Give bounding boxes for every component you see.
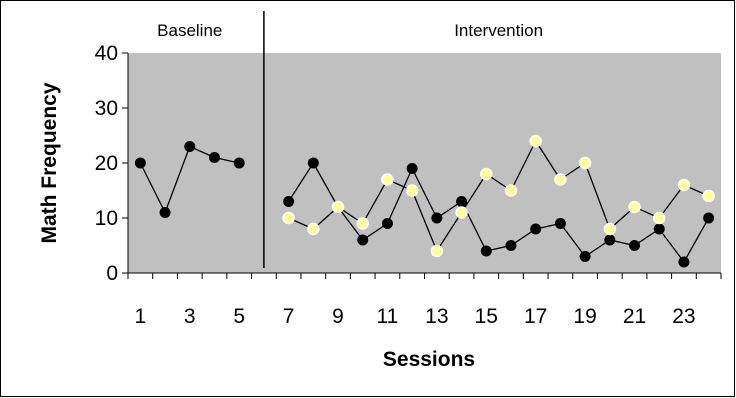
series-black-point <box>406 163 418 174</box>
y-axis-title: Math Frequency <box>38 82 61 243</box>
series-black-point <box>159 207 171 218</box>
series-black-point <box>505 240 517 251</box>
series-yellow-point <box>702 189 715 203</box>
phase-label: Intervention <box>454 21 543 40</box>
series-yellow-point <box>504 184 518 197</box>
y-tick-label: 30 <box>95 97 118 120</box>
series-black-point <box>480 245 492 257</box>
series-yellow-point <box>652 211 666 225</box>
series-yellow-point <box>529 134 542 148</box>
x-tick-label: 23 <box>672 305 695 328</box>
series-black-point <box>134 157 146 169</box>
series-black-point <box>703 212 715 224</box>
phase-label: Baseline <box>157 21 222 40</box>
x-tick-label: 19 <box>573 305 596 328</box>
series-black-point <box>381 218 393 229</box>
series-yellow-point <box>480 167 493 181</box>
series-yellow-point <box>578 156 592 170</box>
series-points <box>134 134 715 268</box>
x-tick-label: 21 <box>623 305 646 328</box>
x-tick-label: 5 <box>233 305 245 328</box>
x-tick-label: 15 <box>475 305 498 328</box>
series-black-point <box>357 234 369 246</box>
series-black-point <box>233 157 245 169</box>
series-black-point <box>307 157 319 169</box>
series-yellow-point <box>381 173 394 186</box>
x-tick-label: 13 <box>425 305 448 328</box>
series-black-point <box>184 141 196 152</box>
series-black-point <box>283 196 295 207</box>
series-black-point <box>579 251 591 262</box>
series-black-point <box>629 240 641 251</box>
series-black-point <box>554 218 566 229</box>
x-tick-label: 3 <box>184 305 196 328</box>
series-black-point <box>208 152 220 163</box>
series-yellow-point <box>677 178 691 192</box>
series-yellow-point <box>282 211 295 225</box>
series-yellow-point <box>356 217 369 230</box>
series-yellow-point <box>405 184 419 197</box>
series-black-point <box>530 223 542 235</box>
series-yellow-point <box>628 200 641 214</box>
plot-area <box>128 53 721 273</box>
x-tick-label: 9 <box>332 305 344 328</box>
series-black-point <box>456 196 468 207</box>
series-yellow-point <box>554 173 567 186</box>
series-black-point <box>678 256 690 268</box>
y-tick-label: 10 <box>95 207 118 230</box>
series-yellow-point <box>430 244 444 258</box>
series-black-point <box>604 234 616 246</box>
x-axis-title: Sessions <box>383 348 475 371</box>
x-tick-label: 7 <box>283 305 295 328</box>
y-tick-label: 40 <box>95 42 118 65</box>
series-black-point <box>653 223 665 235</box>
series-yellow-point <box>331 200 345 214</box>
phase-layer: Baseline Intervention <box>157 11 543 268</box>
series-yellow-point <box>455 206 468 219</box>
x-tick-label: 17 <box>524 305 547 328</box>
x-tick-label: 11 <box>377 305 399 328</box>
y-tick-label: 20 <box>95 152 118 175</box>
y-tick-label: 0 <box>106 262 118 285</box>
series-yellow-point <box>307 222 320 236</box>
series-black-point <box>431 212 443 224</box>
x-tick-label: 1 <box>135 305 147 328</box>
series-yellow-point <box>603 222 617 236</box>
